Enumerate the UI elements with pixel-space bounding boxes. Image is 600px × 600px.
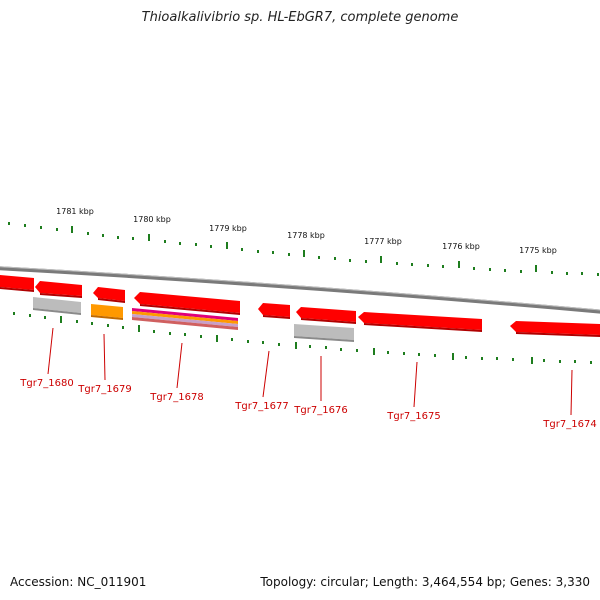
gene-features <box>0 275 600 342</box>
gene-arrow[interactable] <box>35 281 82 296</box>
gene-label-tgr7-1679: Tgr7_1679 <box>77 384 131 395</box>
gene-label-tgr7-1675: Tgr7_1675 <box>386 411 440 422</box>
gene-arrow[interactable] <box>510 321 600 335</box>
gene-label-tgr7-1676: Tgr7_1676 <box>293 405 347 416</box>
gene-label-tgr7-1678: Tgr7_1678 <box>149 392 203 403</box>
gene-arrow[interactable] <box>0 275 34 290</box>
top-scale <box>8 222 599 276</box>
kbp-label: 1777 kbp <box>364 237 402 246</box>
kbp-label: 1778 kbp <box>287 231 325 240</box>
genome-backbone <box>0 266 600 314</box>
accession-label: Accession: <box>10 575 74 589</box>
orange-feature <box>91 304 123 318</box>
gene-arrow[interactable] <box>93 287 125 301</box>
gene-label-tgr7-1677: Tgr7_1677 <box>234 401 288 412</box>
accession-info: Accession: NC_011901 <box>10 575 146 589</box>
kbp-label: 1780 kbp <box>133 215 171 224</box>
domain-feature <box>132 308 238 321</box>
gene-label-tgr7-1680: Tgr7_1680 <box>19 378 73 389</box>
gene-arrow[interactable] <box>134 292 240 313</box>
leader-lines <box>47 327 573 416</box>
gene-arrow[interactable] <box>258 303 290 317</box>
bottom-scale <box>13 312 592 364</box>
kbp-label: 1779 kbp <box>209 224 247 233</box>
gene-arrow[interactable] <box>358 312 482 330</box>
grey-feature <box>33 297 81 313</box>
page-title: Thioalkalivibrio sp. HL-EbGR7, complete … <box>141 10 459 25</box>
accession-value: NC_011901 <box>77 575 147 589</box>
gene-label-tgr7-1674: Tgr7_1674 <box>542 419 596 430</box>
genome-summary: Topology: circular; Length: 3,464,554 bp… <box>260 575 590 589</box>
kbp-label: 1781 kbp <box>56 207 94 216</box>
grey-feature <box>294 324 354 340</box>
gene-arrow[interactable] <box>296 307 356 322</box>
kbp-label: 1776 kbp <box>442 242 480 251</box>
kbp-label: 1775 kbp <box>519 246 557 255</box>
